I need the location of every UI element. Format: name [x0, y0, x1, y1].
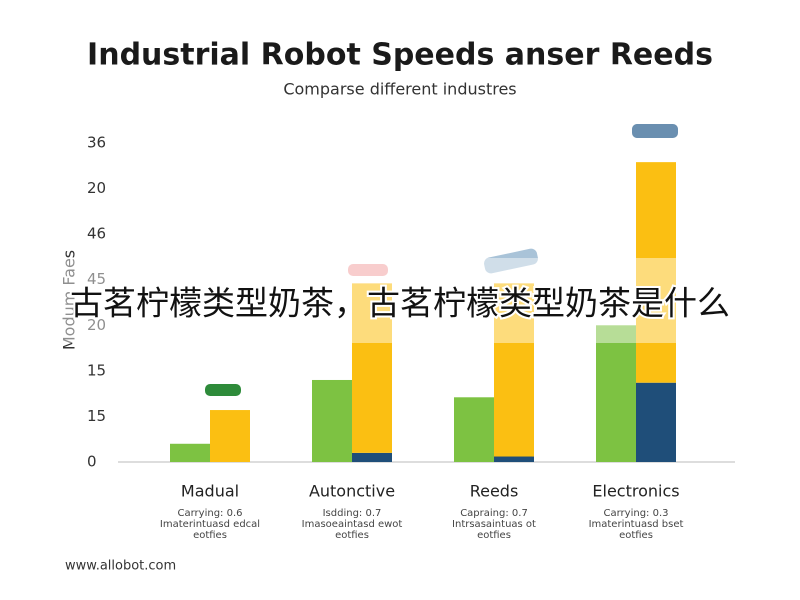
y-tick-label: 20: [87, 179, 106, 197]
overlay-text: 古茗柠檬类型奶茶，古茗柠檬类型奶茶是什么: [70, 284, 730, 323]
y-tick-label: 15: [87, 407, 106, 425]
x-tick-label: Reeds: [470, 482, 519, 501]
bar: [170, 443, 210, 462]
bar: [312, 379, 352, 462]
category-note: Imaterintuasd edcal: [160, 519, 260, 530]
bar: [494, 283, 534, 457]
bar: [454, 397, 494, 462]
category-note: Carrying: 0.6: [178, 508, 243, 519]
footer: www.allobot.com: [65, 559, 176, 574]
category-note: Imasoeaintasd ewot: [302, 519, 403, 530]
bar: [636, 382, 676, 462]
bar: [210, 410, 250, 462]
bar: [494, 456, 534, 462]
category-note: Imaterintuasd bset: [589, 519, 684, 530]
y-axis-label: Modum Faes: [60, 250, 79, 350]
car-icon: [205, 384, 241, 396]
x-tick-label: Electronics: [592, 482, 679, 501]
bar: [636, 162, 676, 383]
category-note: Carrying: 0.3: [604, 508, 669, 519]
x-tick-label: Autonctive: [309, 482, 395, 501]
chart-subtitle: Comparse different industres: [283, 80, 516, 99]
y-tick-label: 0: [87, 453, 97, 471]
category-note: Capraing: 0.7: [460, 508, 528, 519]
category-note: eotfies: [619, 530, 653, 541]
category-note: eotfies: [477, 530, 511, 541]
chart-title: Industrial Robot Speeds anser Reeds: [87, 38, 713, 73]
y-tick-label: 36: [87, 134, 106, 152]
overlay-band: [0, 258, 800, 343]
category-note: eotfies: [193, 530, 227, 541]
category-note: Isdding: 0.7: [323, 508, 382, 519]
category-note: eotfies: [335, 530, 369, 541]
bar: [352, 283, 392, 453]
x-tick-label: Madual: [181, 482, 239, 501]
y-tick-label: 45: [87, 270, 106, 288]
bar: [596, 325, 636, 462]
car-icon: [484, 248, 538, 274]
car-icon: [348, 264, 388, 276]
y-tick-label: 46: [87, 225, 106, 243]
car-icon: [632, 124, 678, 138]
category-note: Intrsasaintuas ot: [452, 519, 536, 530]
y-tick-label: 15: [87, 361, 106, 379]
bar: [352, 452, 392, 462]
y-tick-label: 20: [87, 316, 106, 334]
